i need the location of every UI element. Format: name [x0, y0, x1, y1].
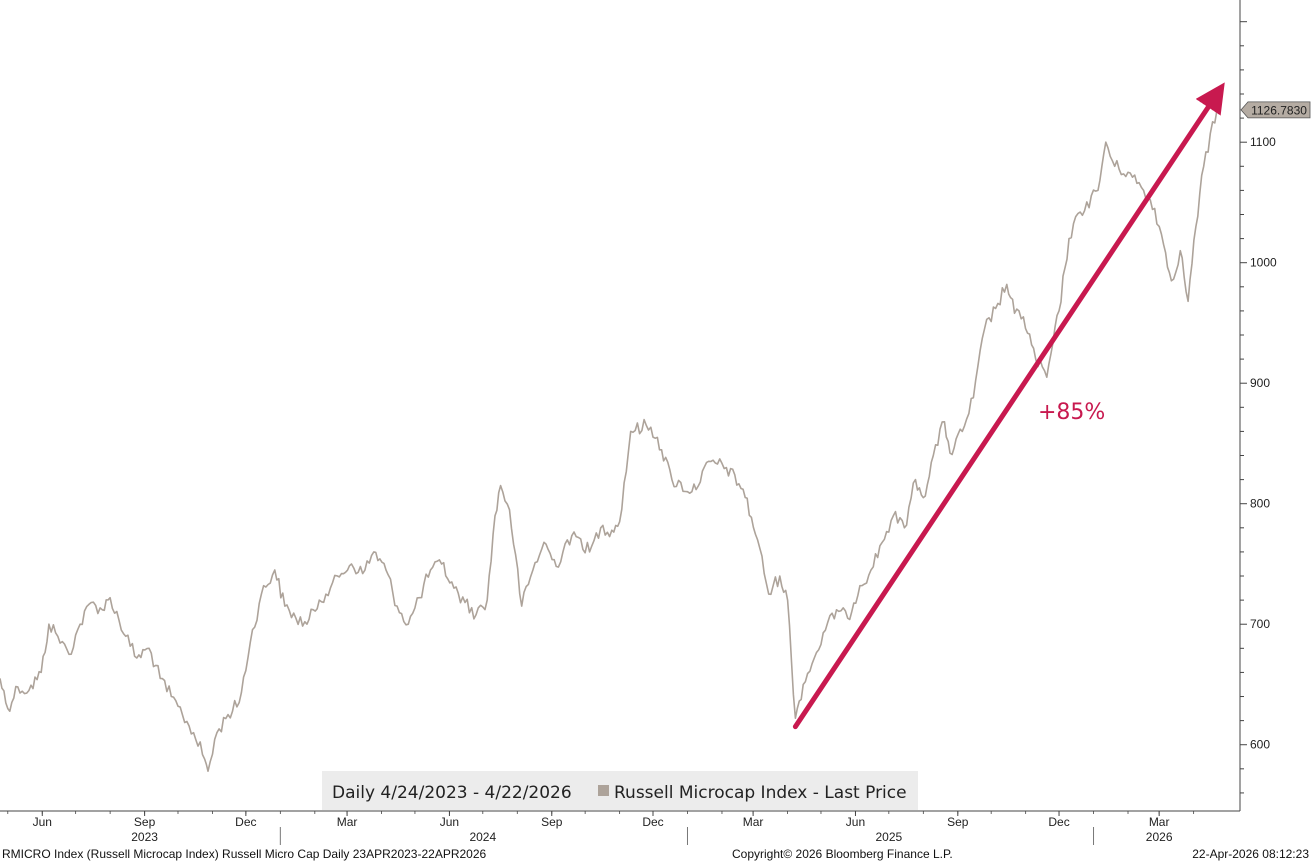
x-tick-label: Jun [846, 815, 865, 829]
trend-arrow [792, 82, 1225, 730]
x-tick-label: Mar [1149, 815, 1170, 829]
legend-period-label: Daily 4/24/2023 - 4/22/2026 [332, 783, 572, 803]
legend-background [322, 771, 918, 810]
last-value-tag: 1126.7830 [1240, 101, 1311, 119]
last-value-tag-shape [1240, 101, 1311, 119]
footer-security-description: RMICRO Index (Russell Microcap Index) Ru… [2, 847, 487, 861]
x-tick-label: Jun [33, 815, 52, 829]
series-line-0 [0, 109, 1218, 772]
y-tick-label: 700 [1250, 617, 1270, 631]
y-tick-label: 1000 [1250, 256, 1277, 270]
x-year-label: 2026 [1146, 830, 1173, 844]
y-tick-label: 900 [1250, 376, 1270, 390]
x-year-label: 2024 [469, 830, 496, 844]
x-tick-label: Mar [337, 815, 358, 829]
x-tick-label: Sep [541, 815, 563, 829]
y-tick-label: 1100 [1250, 135, 1276, 149]
footer-copyright: Copyright© 2026 Bloomberg Finance L.P. [732, 847, 953, 861]
x-year-label: 2023 [131, 830, 158, 844]
x-tick-label: Dec [642, 815, 663, 829]
x-tick-label: Mar [743, 815, 764, 829]
x-tick-label: Sep [134, 815, 156, 829]
plot-area: +85% [0, 82, 1225, 772]
y-tick-label: 600 [1250, 738, 1270, 752]
legend-swatch [598, 785, 609, 796]
trend-arrow-label: +85% [1038, 400, 1105, 425]
x-tick-label: Sep [947, 815, 969, 829]
last-value-tag-label: 1126.7830 [1251, 103, 1307, 117]
x-tick-label: Jun [440, 815, 459, 829]
y-tick-label: 800 [1250, 497, 1270, 511]
legend-series-label: Russell Microcap Index - Last Price [614, 783, 907, 803]
footer-timestamp: 22-Apr-2026 08:12:23 [1192, 847, 1309, 861]
x-tick-label: Dec [235, 815, 256, 829]
legend: Daily 4/24/2023 - 4/22/2026 Russell Micr… [322, 771, 918, 810]
x-year-label: 2025 [875, 830, 902, 844]
axes: 1126.7830 600 700 800 900 1000 1100 Jun Sep Dec Ma… [0, 0, 1311, 845]
x-tick-label: Dec [1048, 815, 1069, 829]
